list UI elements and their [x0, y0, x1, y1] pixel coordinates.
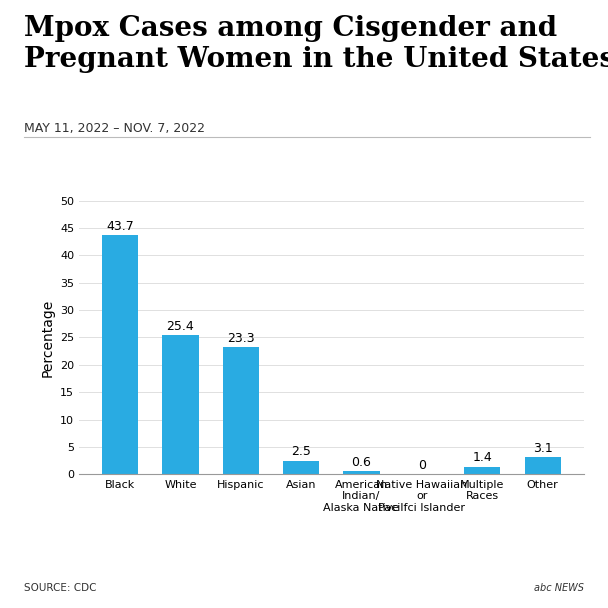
Text: SOURCE: CDC: SOURCE: CDC [24, 583, 97, 593]
Text: 3.1: 3.1 [533, 442, 553, 455]
Y-axis label: Percentage: Percentage [41, 299, 55, 376]
Bar [102, 235, 138, 474]
Text: 1.4: 1.4 [472, 451, 492, 465]
Text: 0: 0 [418, 459, 426, 472]
Bar [223, 347, 259, 474]
Text: 0.6: 0.6 [351, 456, 371, 469]
Bar [162, 335, 199, 474]
Text: abc NEWS: abc NEWS [534, 583, 584, 593]
Text: 23.3: 23.3 [227, 331, 255, 345]
Text: 2.5: 2.5 [291, 446, 311, 458]
Bar [344, 471, 379, 474]
Bar [525, 457, 561, 474]
Text: 25.4: 25.4 [167, 320, 195, 333]
Text: 43.7: 43.7 [106, 220, 134, 233]
Text: MAY 11, 2022 – NOV. 7, 2022: MAY 11, 2022 – NOV. 7, 2022 [24, 122, 206, 134]
Text: Mpox Cases among Cisgender and
Pregnant Women in the United States: Mpox Cases among Cisgender and Pregnant … [24, 15, 608, 74]
Bar [283, 461, 319, 474]
Bar [464, 466, 500, 474]
